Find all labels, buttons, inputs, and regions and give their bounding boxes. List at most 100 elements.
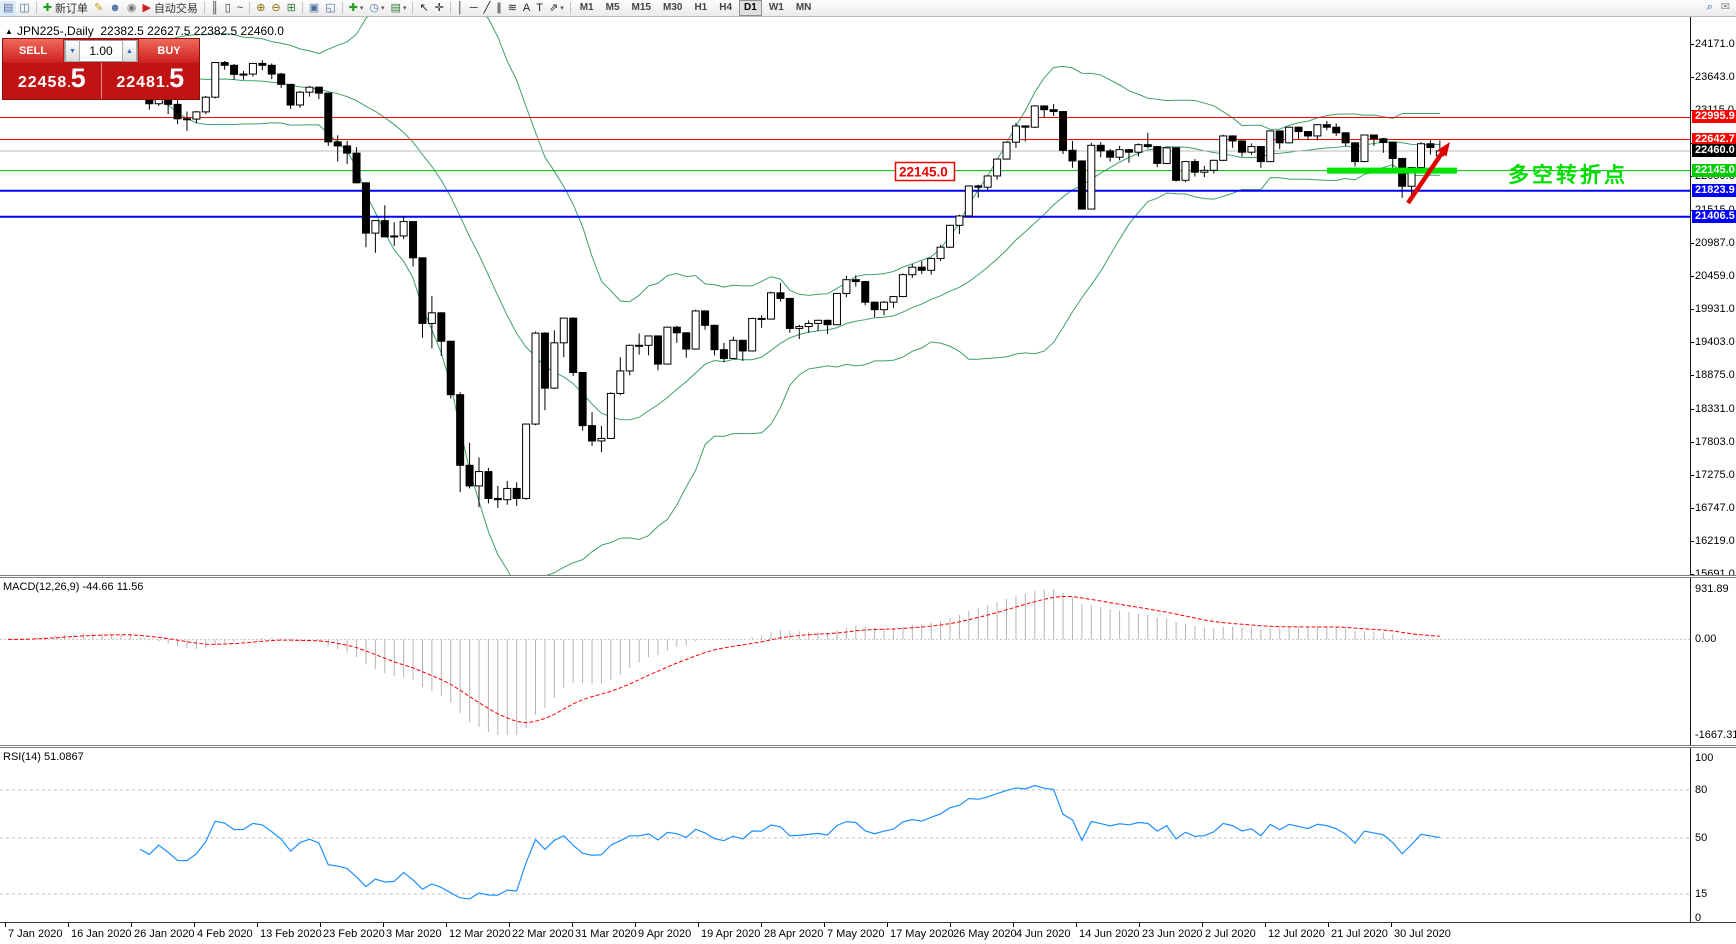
equidistant-channel-icon[interactable]: ∥ (493, 1, 505, 16)
workspace-panel-icon[interactable]: ▤ (0, 0, 17, 16)
time-axis-tick (950, 923, 951, 927)
note-text[interactable]: 多空转折点 (1508, 163, 1628, 187)
chat-icon[interactable]: ✉ (1720, 1, 1730, 13)
price-chart[interactable]: 22145.0 多空转折点 (0, 16, 1690, 578)
chevron-down-icon[interactable]: ▾ (359, 5, 364, 12)
trend-arrow[interactable] (1406, 151, 1444, 205)
volume-decrease-icon[interactable]: ▼ (65, 40, 80, 62)
time-axis-tick (572, 923, 573, 927)
indicators-icon: ▤ (390, 1, 401, 14)
price-level-tag: 22145.0 (1692, 163, 1736, 177)
volume-value[interactable]: 1.00 (89, 44, 113, 58)
horizontal-lines[interactable] (0, 116, 1690, 218)
bar-chart-mode-icon[interactable]: ║ (208, 1, 222, 16)
price-axis-label: 18875.0 (1695, 369, 1735, 381)
text-label-icon: T (536, 1, 543, 14)
sell-button[interactable]: SELL (3, 39, 63, 63)
price-level-tag: 21823.9 (1692, 183, 1736, 197)
time-axis-tick (698, 923, 699, 927)
arrange-windows-icon[interactable]: ◱ (322, 1, 338, 16)
macd-panel[interactable] (0, 578, 1690, 748)
text-label-icon[interactable]: T (533, 1, 546, 16)
chevron-down-icon[interactable]: ▾ (381, 5, 385, 12)
signals-icon[interactable]: ◉ (124, 1, 140, 16)
cursor-icon[interactable]: ↖ (416, 1, 431, 16)
chart-annotations[interactable]: 22145.0 多空转折点 (894, 142, 1629, 205)
vertical-line-icon[interactable]: │ (454, 1, 467, 16)
text-icon[interactable]: A (520, 1, 533, 16)
volume-increase-icon[interactable]: ▲ (122, 40, 137, 62)
horizontal-line-icon[interactable]: ─ (467, 1, 481, 16)
bollinger-bands (7, 16, 1440, 578)
equidistant-channel-icon: ∥ (496, 1, 502, 14)
axis-tick (1691, 508, 1694, 509)
buy-button[interactable]: BUY (139, 39, 199, 63)
metaeditor-icon[interactable]: ✎ (91, 1, 106, 16)
buy-price[interactable]: 22481. 5 (102, 63, 200, 99)
panel-separator[interactable] (0, 575, 1736, 578)
indicators-icon[interactable]: ▤ ▾ (388, 1, 410, 16)
volume-stepper: ▼ 1.00 ▲ (64, 40, 138, 62)
rsi-axis-label: 15 (1695, 888, 1708, 900)
macd-label: MACD(12,26,9) -44.66 11.56 (3, 581, 144, 593)
trendline-icon[interactable]: ╱ (481, 1, 494, 16)
zoom-out-icon[interactable]: ⊖ (268, 1, 283, 16)
period-icon[interactable]: ◷ ▾ (366, 1, 387, 16)
timeframe-h1[interactable]: H1 (694, 2, 708, 13)
chevron-down-icon[interactable]: ▾ (402, 5, 407, 12)
time-axis-tick (1076, 923, 1077, 927)
rsi-label: RSI(14) 51.0867 (3, 751, 84, 763)
new-chart-icon[interactable]: ✚ ▾ (346, 1, 367, 16)
arrows-icon[interactable]: ⇗ ▾ (546, 1, 567, 16)
period-icon: ◷ (369, 1, 380, 14)
panel-separator[interactable] (0, 745, 1736, 748)
rsi-axis-label: 0 (1695, 912, 1702, 924)
time-axis[interactable]: 7 Jan 2020 16 Jan 2020 26 Jan 2020 4 Feb 20… (0, 922, 1736, 944)
time-axis-label: 21 Jul 2020 (1331, 928, 1388, 940)
new-order-button[interactable]: ✚ 新订单 (40, 1, 91, 16)
timeframe-m1[interactable]: M1 (579, 2, 594, 13)
line-chart-mode-icon[interactable]: ~ (234, 1, 246, 16)
cascade-windows-icon[interactable]: ▣ (306, 1, 322, 16)
toolbar-separator (35, 2, 37, 14)
profile-icon[interactable]: ☻ (106, 1, 124, 16)
timeframe-w1[interactable]: W1 (768, 2, 784, 13)
time-axis-tick (1328, 923, 1329, 927)
candlestick-mode-icon[interactable]: ▯ (222, 1, 234, 16)
price-axis-label: 17275.0 (1695, 469, 1735, 481)
price-flag-box[interactable] (894, 161, 956, 182)
autotrading-button[interactable]: ▶ 自动交易 (139, 1, 200, 16)
one-click-collapse-icon[interactable]: ▲ (5, 27, 13, 36)
axis-tick (1691, 309, 1694, 310)
timeframe-mn[interactable]: MN (795, 2, 812, 13)
axis-tick (1691, 409, 1694, 410)
time-axis-label: 23 Jun 2020 (1142, 928, 1203, 940)
rsi-axis-label: 50 (1695, 832, 1708, 844)
price-axis[interactable]: 24171.023643.023115.022587.022059.021515… (1690, 16, 1736, 924)
rsi-axis-label: 80 (1695, 784, 1708, 796)
axis-tick (1691, 44, 1694, 45)
search-icon[interactable]: ⌕ (1706, 1, 1713, 13)
time-axis-label: 28 Apr 2020 (764, 928, 824, 940)
zoom-in-icon[interactable]: ⊕ (253, 1, 268, 16)
tile-windows-icon[interactable]: ⊞ (284, 1, 299, 16)
macd-axis-label: -1667.31 (1695, 729, 1736, 742)
market-watch-icon[interactable]: ◫ (16, 1, 32, 16)
price-axis-label: 19931.0 (1695, 303, 1735, 315)
trend-arrow-head (1437, 142, 1450, 157)
fibonacci-icon[interactable]: ≋ (505, 1, 520, 16)
support-highlight-bar[interactable] (1327, 167, 1457, 174)
axis-tick (1691, 375, 1694, 376)
timeframe-m15[interactable]: M15 (631, 2, 651, 13)
timeframe-h4[interactable]: H4 (719, 2, 733, 13)
timeframe-d1[interactable]: D1 (739, 0, 762, 16)
sell-price-dot: . (67, 76, 71, 90)
timeframe-m30[interactable]: M30 (662, 2, 683, 13)
main-toolbar: ▤ ◫ ✚ 新订单 ✎ ☻ ◉ ▶ 自动交易 ║ ▯ ~ ⊕ ⊖ ⊞ ▣ ◱ ✚ ▾ ◷ ▾ ▤ ▾ ↖ ✛ │ ─ ╱ ∥ ≋ A T ⇗ ▾ M… (0, 0, 1736, 17)
chevron-down-icon[interactable]: ▾ (560, 5, 564, 12)
sell-price[interactable]: 22458. 5 (3, 63, 102, 99)
crosshair-icon[interactable]: ✛ (432, 1, 447, 16)
timeframe-m5[interactable]: M5 (605, 2, 620, 13)
rsi-panel[interactable] (0, 748, 1690, 922)
time-axis-tick (257, 923, 258, 927)
